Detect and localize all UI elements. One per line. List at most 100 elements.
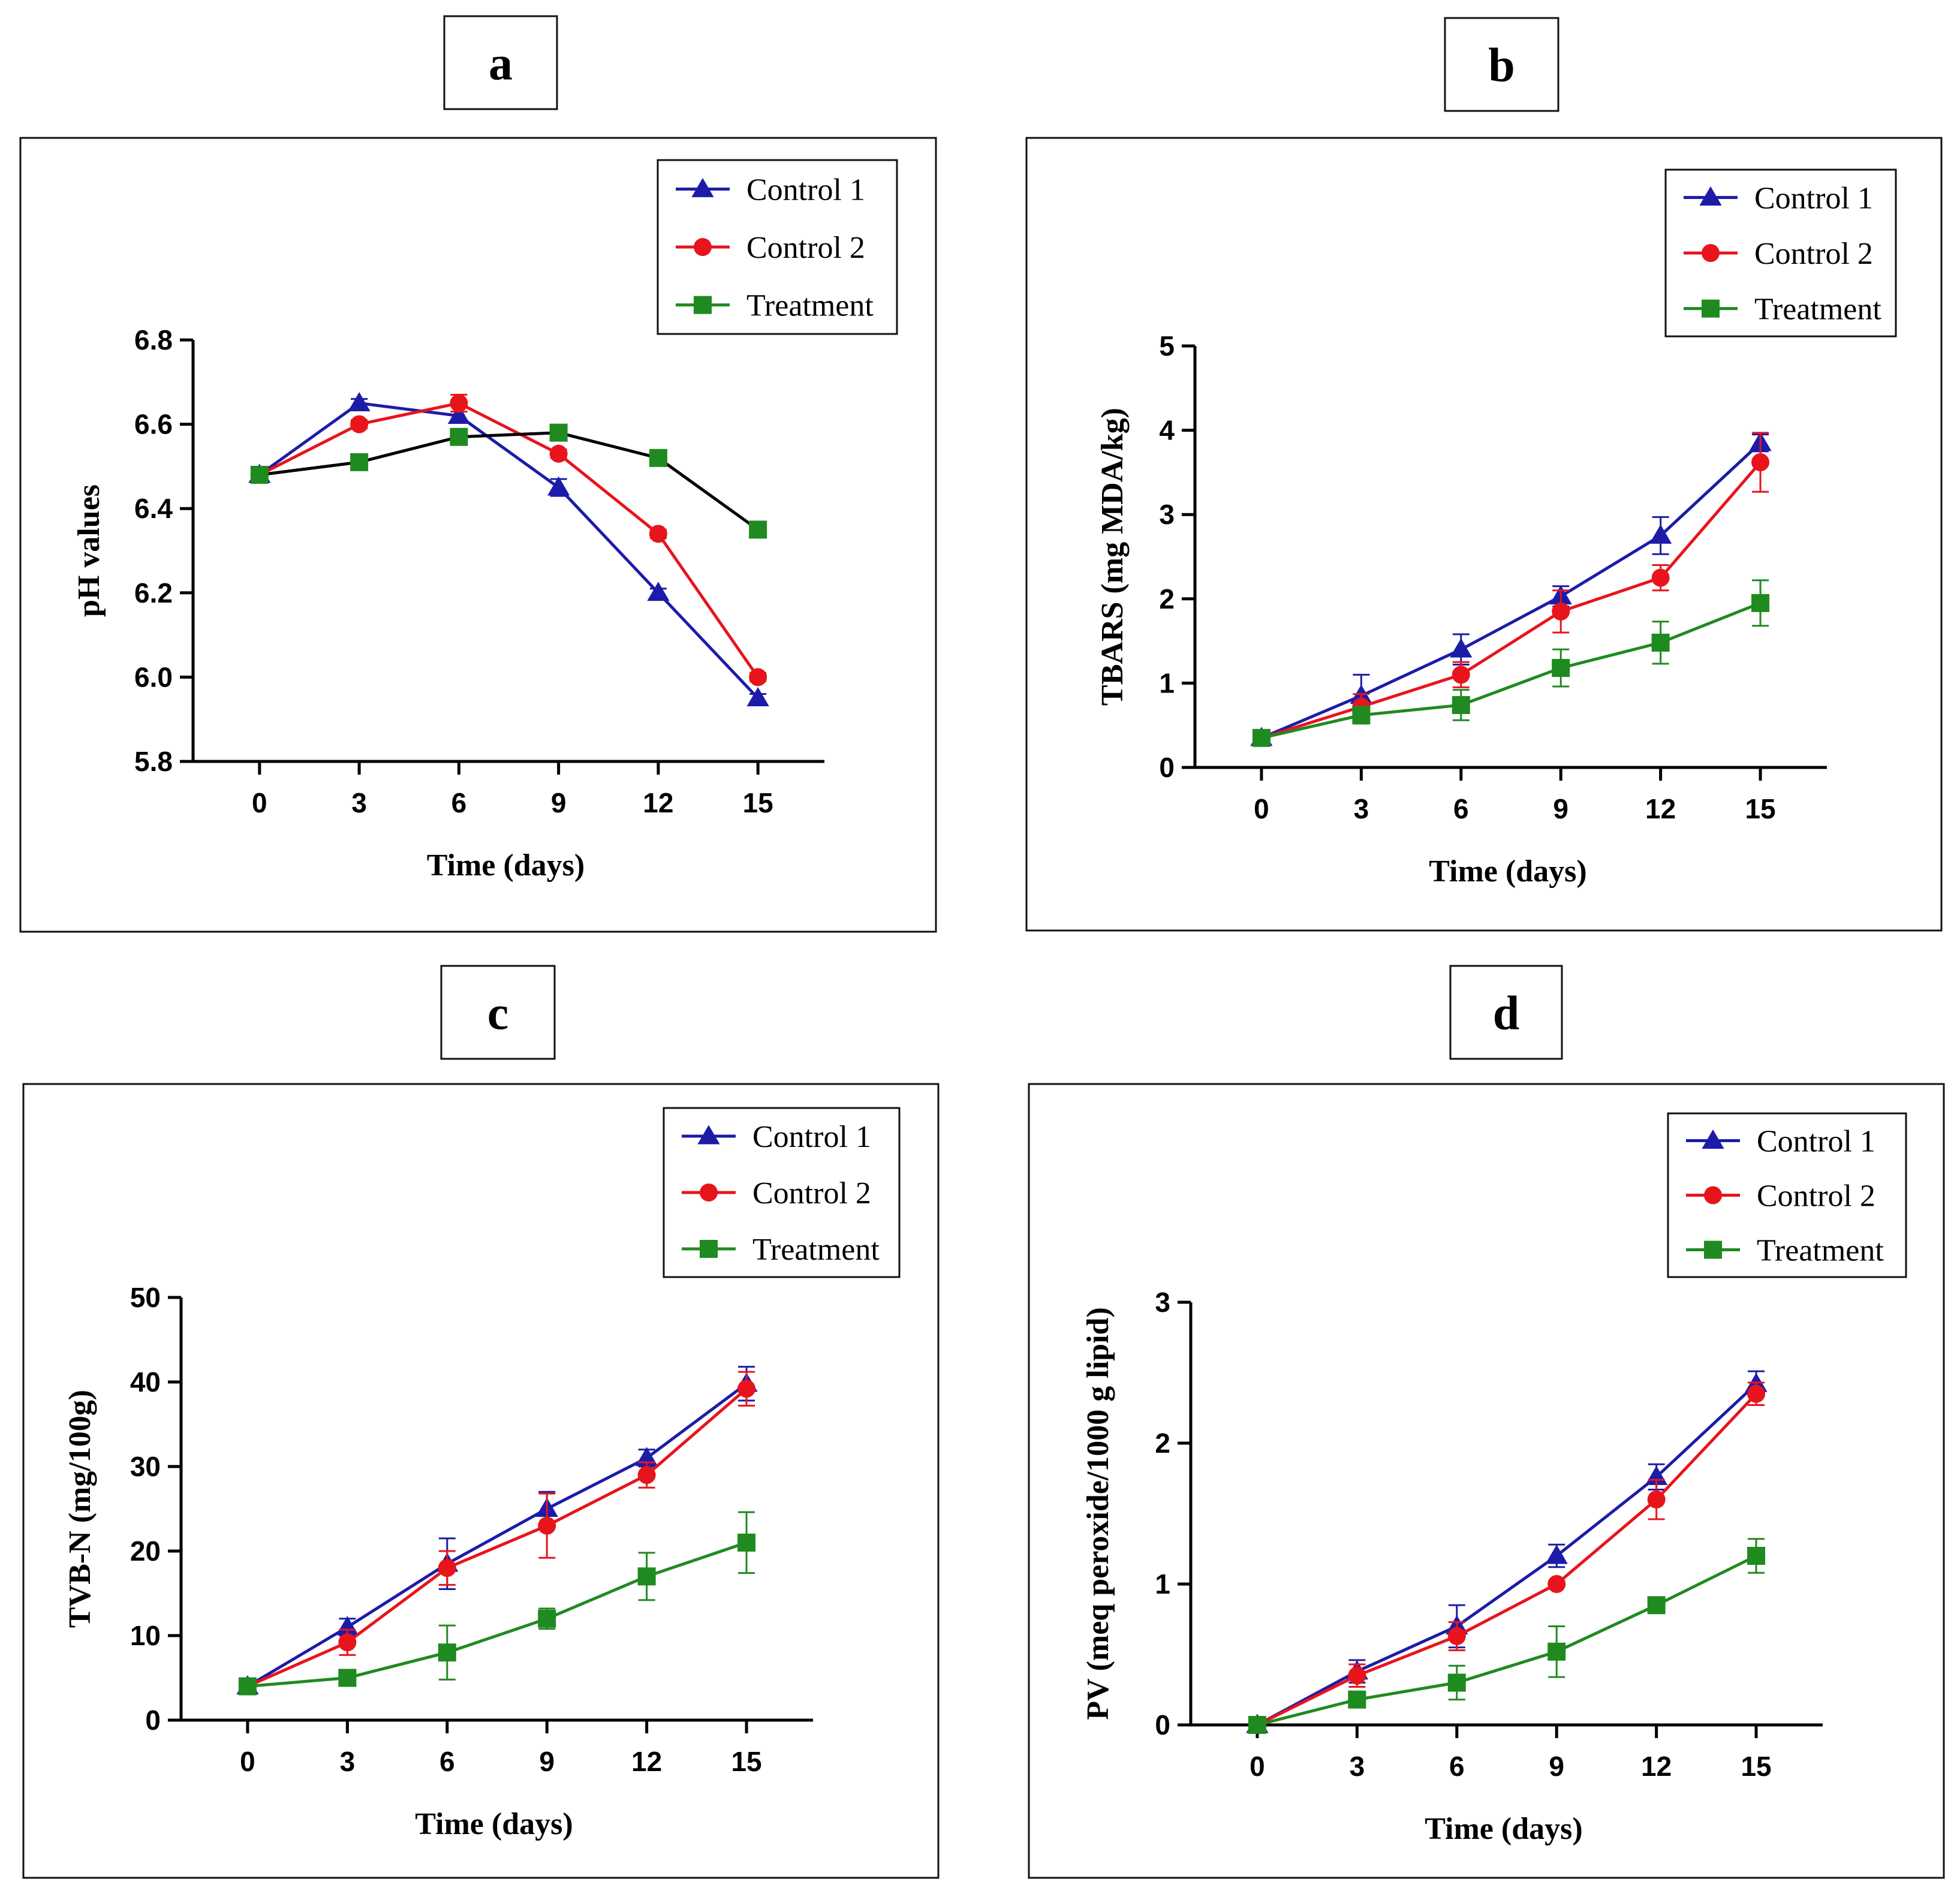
data-point — [1647, 1596, 1666, 1615]
legend-marker — [700, 1184, 718, 1202]
panel-letter: b — [1488, 40, 1515, 92]
x-tick-label: 3 — [1350, 1751, 1365, 1782]
x-tick-label: 12 — [643, 787, 673, 818]
data-point — [749, 520, 767, 539]
legend: Control 1 Control 2 Treatment — [1664, 168, 1897, 338]
legend-entry: Treatment — [1686, 1234, 1884, 1268]
data-point — [549, 444, 568, 463]
x-tick-label: 0 — [252, 787, 267, 818]
series-line — [246, 1382, 748, 1688]
data-point — [1747, 1547, 1766, 1565]
y-tick-label: 6.6 — [134, 409, 173, 440]
panel-frame — [1025, 137, 1943, 932]
data-point — [438, 1643, 456, 1662]
legend-marker — [694, 238, 712, 256]
y-tick-label: 6.4 — [134, 493, 173, 524]
x-tick-label: 15 — [1745, 793, 1775, 824]
legend-marker — [1702, 1129, 1724, 1149]
legend-label: Control 2 — [1757, 1179, 1875, 1214]
data-point — [348, 392, 371, 411]
panel-letter: c — [487, 987, 509, 1040]
series-treatment — [1248, 1538, 1766, 1734]
x-tick-label: 0 — [1250, 1751, 1265, 1782]
data-point — [538, 1609, 556, 1628]
series-line — [258, 401, 759, 700]
series-line — [247, 1541, 747, 1688]
legend-label: Control 1 — [1754, 181, 1873, 215]
y-tick-label: 2 — [1155, 1428, 1170, 1459]
x-tick-label: 9 — [1549, 1751, 1564, 1782]
panel-letter: a — [489, 38, 513, 91]
legend-marker — [1699, 186, 1722, 206]
data-point — [547, 476, 570, 496]
data-point — [1252, 728, 1270, 747]
data-point — [1352, 706, 1371, 724]
panel-letter: d — [1493, 987, 1520, 1040]
y-tick-label: 1 — [1159, 667, 1175, 698]
y-tick-label: 20 — [130, 1535, 161, 1567]
y-tick-label: 6.8 — [134, 324, 173, 356]
series-treatment — [250, 423, 767, 539]
series-control-2 — [250, 393, 767, 686]
x-tick-label: 6 — [1449, 1751, 1465, 1782]
y-tick-label: 5.8 — [134, 746, 173, 777]
data-point — [1547, 1642, 1566, 1661]
legend-marker — [1702, 244, 1720, 262]
data-point — [447, 404, 470, 424]
legend-entry: Control 2 — [682, 1176, 871, 1211]
x-axis-title: Time (days) — [427, 848, 585, 883]
legend-label: Treatment — [1757, 1234, 1884, 1268]
legend-label: Treatment — [746, 289, 874, 323]
panel-letter-box — [443, 15, 558, 110]
x-tick-label: 12 — [631, 1746, 662, 1777]
data-point — [450, 427, 468, 446]
x-tick-label: 9 — [1553, 793, 1568, 824]
series-line — [1260, 441, 1762, 740]
panel-letter-box — [1449, 965, 1563, 1060]
panel-frame — [19, 137, 937, 933]
legend-entry: Control 1 — [1686, 1125, 1875, 1159]
legend-entry: Control 2 — [1686, 1179, 1875, 1214]
y-tick-label: 3 — [1155, 1287, 1170, 1318]
y-axis-title: TVB-N (mg/100g) — [63, 1390, 97, 1628]
data-point — [649, 525, 667, 543]
legend-marker — [1702, 299, 1720, 318]
data-point — [637, 1466, 656, 1485]
data-point — [636, 1447, 658, 1467]
legend-entry: Treatment — [682, 1233, 880, 1267]
series-control-1 — [1250, 432, 1772, 746]
x-tick-label: 6 — [1453, 793, 1469, 824]
y-tick-label: 50 — [130, 1282, 161, 1313]
legend-marker — [700, 1240, 718, 1258]
legend-label: Control 2 — [752, 1176, 871, 1211]
data-point — [1452, 695, 1470, 714]
y-tick-label: 40 — [130, 1366, 161, 1398]
data-point — [1248, 1716, 1266, 1734]
x-tick-label: 3 — [340, 1746, 356, 1777]
data-point — [1452, 666, 1470, 684]
y-tick-label: 0 — [1159, 752, 1175, 783]
legend: Control 1 Control 2 Treatment — [663, 1107, 901, 1278]
data-point — [538, 1516, 556, 1535]
x-tick-label: 6 — [451, 787, 467, 818]
data-point — [737, 1380, 756, 1398]
legend-entry: Treatment — [1684, 293, 1881, 327]
y-tick-label: 5 — [1159, 330, 1175, 362]
legend-label: Control 1 — [746, 173, 865, 207]
x-tick-label: 9 — [539, 1746, 555, 1777]
data-point — [1647, 1490, 1666, 1508]
data-point — [1751, 594, 1770, 612]
series-control-1 — [248, 392, 769, 707]
panel-letter-box — [1444, 17, 1559, 112]
y-tick-label: 0 — [1155, 1709, 1170, 1741]
y-tick-label: 1 — [1155, 1568, 1170, 1600]
series-treatment — [238, 1511, 756, 1696]
y-axis-title: PV (meq peroxide/1000 g lipid) — [1081, 1307, 1115, 1720]
legend-entry: Control 1 — [676, 173, 865, 207]
data-point — [1547, 1575, 1566, 1593]
x-tick-label: 0 — [240, 1746, 255, 1777]
series-treatment — [1252, 579, 1770, 747]
panel-c: c 0 10 20 30 40 50 0 3 6 9 12 15 Time (days) TVB-N (mg… — [22, 965, 940, 1879]
data-point — [647, 582, 670, 601]
